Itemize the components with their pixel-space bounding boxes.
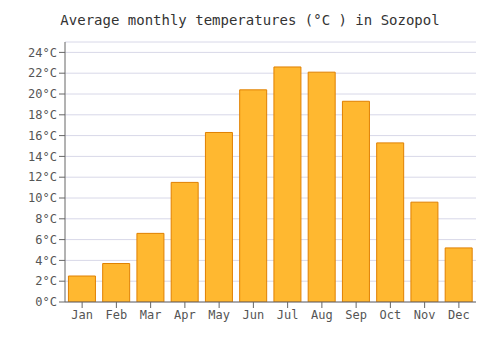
svg-text:24°C: 24°C [28,46,57,60]
svg-text:Dec: Dec [448,308,470,322]
svg-text:Jun: Jun [243,308,265,322]
svg-text:Sep: Sep [345,308,367,322]
svg-text:Jan: Jan [71,308,93,322]
svg-text:Aug: Aug [311,308,333,322]
svg-text:0°C: 0°C [35,295,57,309]
svg-text:20°C: 20°C [28,87,57,101]
svg-text:2°C: 2°C [35,274,57,288]
html-text:Average monthly temperatures (: Average monthly temperatures (°C ) in So… [60,12,440,28]
svg-text:Apr: Apr [174,308,196,322]
svg-text:May: May [208,308,230,322]
svg-text:18°C: 18°C [28,108,57,122]
svg-text:Mar: Mar [140,308,162,322]
svg-text:Oct: Oct [380,308,402,322]
svg-text:10°C: 10°C [28,191,57,205]
svg-text:Nov: Nov [414,308,436,322]
svg-text:6°C: 6°C [35,233,57,247]
svg-text:8°C: 8°C [35,212,57,226]
svg-text:14°C: 14°C [28,150,57,164]
svg-text:12°C: 12°C [28,170,57,184]
svg-text:4°C: 4°C [35,254,57,268]
svg-text:22°C: 22°C [28,66,57,80]
svg-text:Jul: Jul [277,308,299,322]
svg-text:16°C: 16°C [28,129,57,143]
svg-text:Feb: Feb [106,308,128,322]
